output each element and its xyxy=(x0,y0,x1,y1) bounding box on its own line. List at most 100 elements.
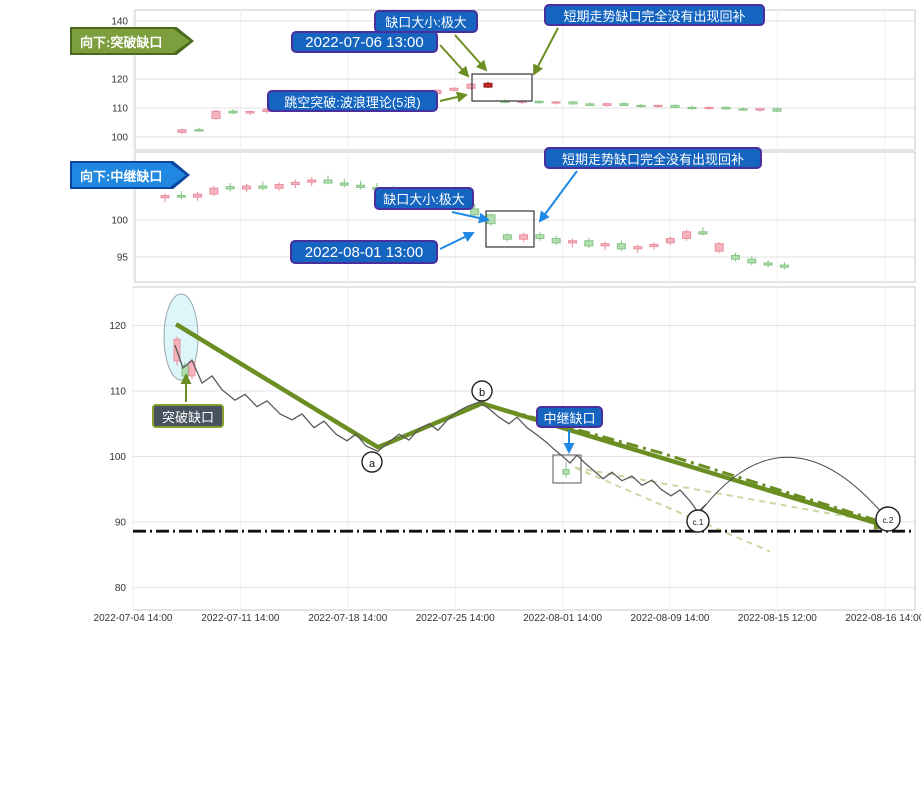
candle-body xyxy=(535,234,545,240)
candle-body xyxy=(470,208,480,216)
gap-size-annotation-top: 缺口大小:极大 xyxy=(374,10,478,33)
continuation-gap-label: 中继缺口 xyxy=(536,406,603,428)
y-tick-label: 95 xyxy=(117,253,129,264)
y-tick-label: 120 xyxy=(111,75,128,86)
panel-frame xyxy=(134,9,916,151)
x-tick-label: 2022-08-15 12:00 xyxy=(738,613,817,624)
annotation-arrow-blue xyxy=(439,231,475,250)
candle-body xyxy=(653,104,663,108)
candle-body xyxy=(633,246,643,250)
candle-body xyxy=(193,193,203,198)
timestamp-annotation-middle: 2022-08-01 13:00 xyxy=(290,240,438,264)
panel-frame xyxy=(134,151,916,283)
projection-line xyxy=(574,466,771,553)
annotation-arrow-olive xyxy=(454,34,488,72)
candle-body xyxy=(763,262,773,266)
candle-body xyxy=(307,179,317,183)
candle-body xyxy=(636,104,646,108)
no-backfill-annotation-top: 短期走势缺口完全没有出现回补 xyxy=(544,4,765,26)
candle-body xyxy=(466,83,476,89)
projection-arc xyxy=(699,456,883,514)
candle-body xyxy=(551,238,561,244)
point-marker xyxy=(875,506,901,532)
candle-body xyxy=(584,240,594,247)
point-label: b xyxy=(479,387,485,399)
y-tick-label: 100 xyxy=(111,216,128,227)
candle-body xyxy=(602,103,612,106)
candle-body xyxy=(211,110,221,119)
candle-body xyxy=(616,243,626,250)
candle-body xyxy=(209,187,219,195)
point-marker xyxy=(361,451,383,473)
y-tick-label: 100 xyxy=(111,133,128,144)
y-tick-label: 120 xyxy=(109,321,126,332)
y-tick-label: 110 xyxy=(110,387,126,398)
x-tick-label: 2022-07-04 14:00 xyxy=(94,613,173,624)
annotation-arrow-olive xyxy=(439,91,468,103)
candle-body xyxy=(290,181,300,186)
y-tick-label: 80 xyxy=(115,583,127,594)
x-tick-label: 2022-07-11 14:00 xyxy=(201,613,280,624)
candle-body xyxy=(519,234,529,240)
point-label: c.1 xyxy=(693,518,704,527)
gap-size-annotation-middle: 缺口大小:极大 xyxy=(374,187,474,210)
candle-body xyxy=(274,184,284,189)
candle-body xyxy=(687,106,697,110)
candle-body xyxy=(619,103,629,106)
candle-body xyxy=(502,234,512,240)
candle-body xyxy=(160,195,170,199)
projection-line xyxy=(574,466,885,525)
annotation-arrow-blue xyxy=(451,211,490,224)
candle-body xyxy=(242,185,251,190)
candle-body xyxy=(772,108,782,112)
candle-body xyxy=(245,111,255,114)
candle-body xyxy=(483,82,493,88)
candle-body xyxy=(449,87,459,91)
candle-body xyxy=(177,129,187,133)
candle-body xyxy=(600,243,610,247)
annotation-arrow-olive xyxy=(439,44,470,78)
annotation-arrow-olive xyxy=(533,27,559,76)
candle-body xyxy=(698,231,708,235)
candle-body xyxy=(704,106,714,110)
x-tick-label: 2022-08-01 14:00 xyxy=(523,613,602,624)
candle-body xyxy=(534,100,544,104)
candle-body xyxy=(747,258,757,264)
banner-continuation-text: 向下:中继缺口 xyxy=(72,163,186,187)
x-tick-label: 2022-08-16 14:00 xyxy=(845,613,921,624)
candle-body xyxy=(176,195,186,198)
x-tick-label: 2022-07-18 14:00 xyxy=(308,613,387,624)
x-tick-label: 2022-08-09 14:00 xyxy=(631,613,710,624)
candle-body xyxy=(585,103,595,106)
point-label: c.2 xyxy=(883,516,894,525)
y-tick-label: 90 xyxy=(115,518,127,529)
y-tick-label: 140 xyxy=(111,17,128,28)
candle-body xyxy=(731,255,740,260)
gap-box-top xyxy=(471,73,533,102)
point-label: a xyxy=(369,458,376,470)
candle-body xyxy=(356,184,366,188)
candle-body xyxy=(779,264,789,268)
candle-body xyxy=(486,214,496,225)
candle-body xyxy=(649,243,659,248)
candle-body xyxy=(339,182,349,186)
y-tick-label: 110 xyxy=(112,104,128,115)
candle-body xyxy=(228,110,238,114)
candle-body xyxy=(194,129,204,132)
timestamp-annotation-top: 2022-07-06 13:00 xyxy=(291,31,438,53)
point-marker xyxy=(471,380,493,402)
no-backfill-annotation-middle: 短期走势缺口完全没有出现回补 xyxy=(544,147,762,169)
candle-body xyxy=(721,106,731,110)
gap-box-bottom xyxy=(552,454,582,484)
panel-frame xyxy=(132,286,916,611)
breakaway-gap-label: 突破缺口 xyxy=(152,404,224,428)
banner-continuation-gap: 向下:中继缺口 xyxy=(70,161,190,189)
trend-line-solid xyxy=(174,322,891,530)
gap-box-middle xyxy=(485,210,535,248)
x-tick-label: 2022-07-25 14:00 xyxy=(416,613,495,624)
candle-body xyxy=(258,185,268,189)
candle-body xyxy=(568,101,578,105)
candle-body xyxy=(225,186,235,190)
candle-body xyxy=(670,104,680,108)
